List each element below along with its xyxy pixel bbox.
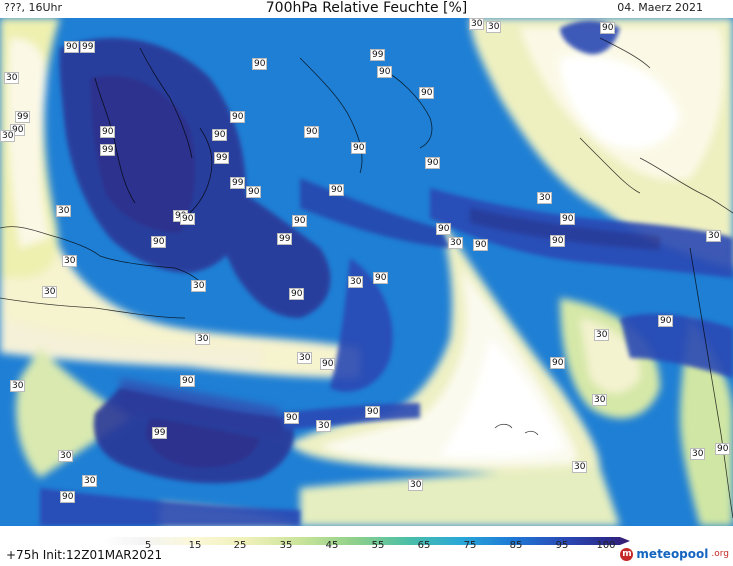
isoline-label: 90 [320,358,336,370]
isoline-label: 99 [370,49,386,61]
isoline-label: 90 [365,406,381,418]
colorbar-gradient [100,537,630,545]
isoline-label: 90 [246,186,262,198]
isoline-label: 30 [572,461,588,473]
isoline-label: 99 [15,111,31,123]
colorbar-tick: 95 [555,540,569,551]
isoline-label: 30 [592,394,608,406]
isoline-label: 30 [594,329,610,341]
isoline-label: 30 [448,237,464,249]
isoline-label: 99 [277,233,293,245]
meteopool-logo[interactable]: m meteopool .org [620,546,729,562]
colorbar-tick: 55 [371,540,385,551]
isoline-label: 90 [473,239,489,251]
isoline-label: 30 [4,72,20,84]
colorbar-ticks: 5 15 25 35 45 55 65 75 85 95 100 [0,540,733,554]
map-header: ???, 16Uhr 700hPa Relative Feuchte [%] 0… [0,0,733,18]
isoline-label: 90 [715,443,731,455]
isoline-label: 90 [373,272,389,284]
isoline-label: 30 [0,130,16,142]
logo-text: meteopool [636,547,709,561]
isoline-label: 99 [80,41,96,53]
isoline-label: 90 [60,491,76,503]
isoline-label: 90 [289,288,305,300]
map-title: 700hPa Relative Feuchte [%] [265,0,468,16]
isoline-label: 30 [537,192,553,204]
isoline-label: 30 [195,333,211,345]
isoline-label: 99 [230,177,246,189]
colorbar-tick: 65 [417,540,431,551]
isoline-label: 90 [329,184,345,196]
isoline-label: 90 [212,129,228,141]
isoline-label: 30 [191,280,207,292]
isoline-label: 30 [469,18,485,30]
colorbar-tick: 45 [325,540,339,551]
isoline-label: 30 [10,380,26,392]
isoline-label: 30 [486,21,502,33]
colorbar-tick: 25 [233,540,247,551]
isoline-label: 90 [180,375,196,387]
forecast-date: 04. Maerz 2021 [617,1,703,14]
isoline-label: 30 [706,230,722,242]
isoline-label: 30 [408,479,424,491]
isoline-label: 30 [82,475,98,487]
isoline-label: 90 [304,126,320,138]
colorbar-tick: 15 [188,540,202,551]
init-time: +75h Init:12Z01MAR2021 [6,548,163,562]
coastlines [0,37,733,519]
humidity-field [0,18,733,526]
isoline-label: 90 [377,66,393,78]
isoline-label: 90 [100,126,116,138]
isoline-label: 30 [690,448,706,460]
isoline-label: 90 [425,157,441,169]
meteopool-logo-icon: m [620,547,634,561]
humidity-map: 90 99 30 99 90 90 30 99 90 90 99 90 90 9… [0,18,733,526]
colorbar-tick: 75 [463,540,477,551]
isoline-label: 30 [348,276,364,288]
isoline-label: 30 [297,352,313,364]
isoline-label: 90 [230,111,246,123]
isoline-label: 30 [58,450,74,462]
location-time: ???, 16Uhr [4,1,63,14]
isoline-label: 90 [550,235,566,247]
isoline-label: 90 [600,22,616,34]
isoline-label: 30 [42,286,58,298]
colorbar-tick: 100 [596,540,616,551]
isoline-label: 90 [658,315,674,327]
isoline-label: 30 [316,420,332,432]
colorbar [100,530,630,545]
isoline-label: 90 [550,357,566,369]
isoline-label: 30 [62,255,78,267]
isoline-label: 90 [252,58,268,70]
colorbar-tick: 85 [509,540,523,551]
isoline-label: 90 [436,223,452,235]
isoline-label: 90 [64,41,80,53]
isoline-label: 90 [284,412,300,424]
isoline-label: 30 [56,205,72,217]
logo-suffix: .org [711,549,729,559]
colorbar-tick: 5 [144,540,152,551]
map-footer: 5 15 25 35 45 55 65 75 85 95 100 +75h In… [0,526,733,566]
isoline-label: 99 [152,427,168,439]
isoline-label: 90 [560,213,576,225]
colorbar-tick: 35 [279,540,293,551]
isoline-label: 90 [151,236,167,248]
isoline-label: 99 [100,144,116,156]
isoline-label: 90 [419,87,435,99]
isoline-label: 90 [180,213,196,225]
isoline-label: 90 [292,215,308,227]
isoline-label: 90 [351,142,367,154]
isoline-label: 99 [214,152,230,164]
